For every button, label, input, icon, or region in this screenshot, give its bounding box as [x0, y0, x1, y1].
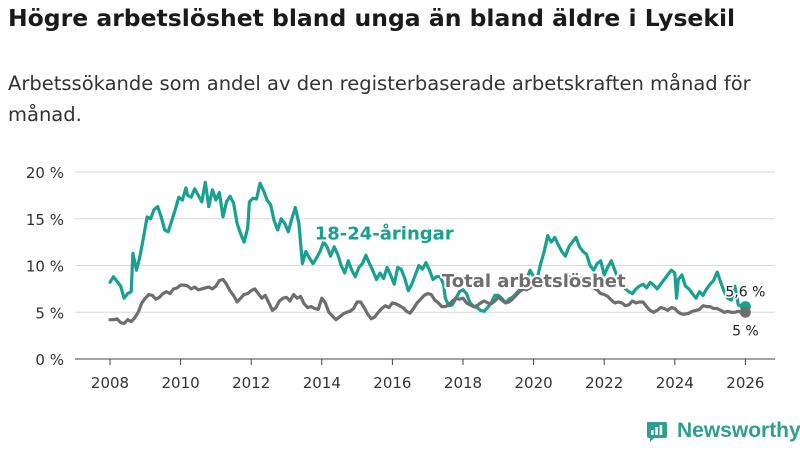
x-tick-label: 2010	[162, 374, 200, 392]
y-tick-label: 10 %	[26, 258, 64, 276]
chart-title: Högre arbetslöshet bland unga än bland ä…	[8, 4, 736, 32]
newsworthy-logo-text: Newsworthy	[677, 419, 800, 442]
y-tick-label: 0 %	[35, 351, 64, 369]
x-tick-label: 2008	[91, 374, 129, 392]
end-value-label-young: 5,6 %	[725, 285, 765, 301]
end-point-total	[739, 306, 751, 318]
series-line-total	[108, 274, 747, 326]
series-line-young	[108, 180, 747, 313]
series-label-young: 18-24-åringar	[315, 222, 454, 244]
series-label-total: Total arbetslöshet	[442, 271, 626, 292]
x-tick-label: 2014	[303, 374, 341, 392]
x-tick-label: 2024	[656, 374, 694, 392]
x-tick-label: 2026	[726, 374, 764, 392]
y-tick-label: 20 %	[26, 164, 64, 182]
x-tick-label: 2012	[232, 374, 270, 392]
newsworthy-logo-icon	[647, 422, 667, 442]
y-tick-label: 5 %	[35, 304, 64, 322]
x-tick-label: 2022	[585, 374, 623, 392]
x-tick-label: 2018	[444, 374, 482, 392]
x-tick-label: 2020	[515, 374, 553, 392]
y-tick-label: 15 %	[26, 211, 64, 229]
x-tick-label: 2016	[373, 374, 411, 392]
end-value-label-total: 5 %	[732, 323, 759, 339]
newsworthy-logo: Newsworthy	[645, 419, 800, 443]
chart-subtitle: Arbetssökande som andel av den registerb…	[8, 72, 751, 126]
